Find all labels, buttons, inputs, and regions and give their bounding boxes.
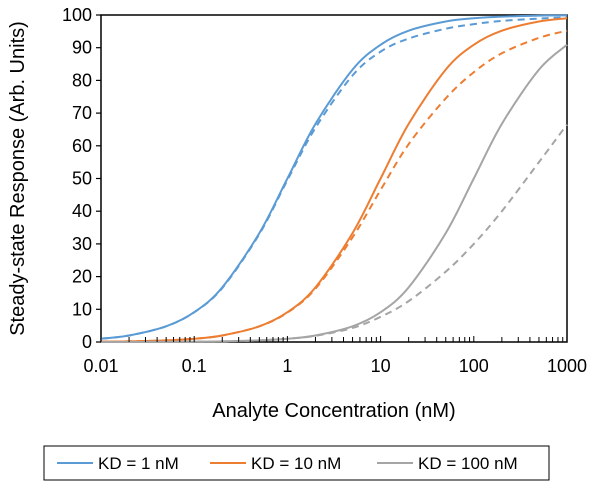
x-tick-label: 0.1	[182, 356, 207, 376]
x-axis-title: Analyte Concentration (nM)	[212, 400, 455, 422]
legend-label: KD = 1 nM	[98, 454, 179, 473]
y-tick-label: 0	[82, 332, 92, 352]
series-line-3-dashed	[100, 29, 568, 343]
y-tick-label: 20	[72, 267, 92, 287]
y-tick-label: 40	[72, 201, 92, 221]
y-tick-label: 60	[72, 136, 92, 156]
legend: KD = 1 nM KD = 10 nM KD = 100 nM	[43, 445, 550, 481]
y-tick-label: 30	[72, 234, 92, 254]
x-tick-label: 0.01	[83, 356, 118, 376]
legend-label: KD = 10 nM	[251, 454, 341, 473]
series-line-5-dashed	[100, 123, 568, 344]
legend-label: KD = 100 nM	[418, 454, 518, 473]
y-tick-label: 90	[72, 38, 92, 58]
legend-box	[43, 445, 550, 481]
series-lines	[100, 14, 568, 344]
series-line-2-solid	[100, 17, 568, 343]
x-tick-label: 1000	[547, 356, 587, 376]
y-tick-label: 70	[72, 103, 92, 123]
plot-area	[100, 14, 568, 343]
y-tick-label: 10	[72, 299, 92, 319]
y-tick-label: 50	[72, 169, 92, 189]
y-tick-label: 80	[72, 70, 92, 90]
x-tick-label: 1	[282, 356, 292, 376]
series-line-1-dashed	[100, 16, 568, 340]
axes: 0 10 20 30 40 50 60 70 80 90 100 0.01 0.1 1 10 100 1000	[62, 5, 587, 376]
x-tick-label: 100	[459, 356, 489, 376]
series-line-4-solid	[100, 43, 568, 344]
plot-frame	[100, 14, 568, 343]
y-tick-label: 100	[62, 5, 92, 25]
series-line-0-solid	[100, 14, 568, 340]
y-axis-title: Steady-state Response (Arb. Units)	[7, 21, 29, 336]
x-tick-label: 10	[371, 356, 391, 376]
